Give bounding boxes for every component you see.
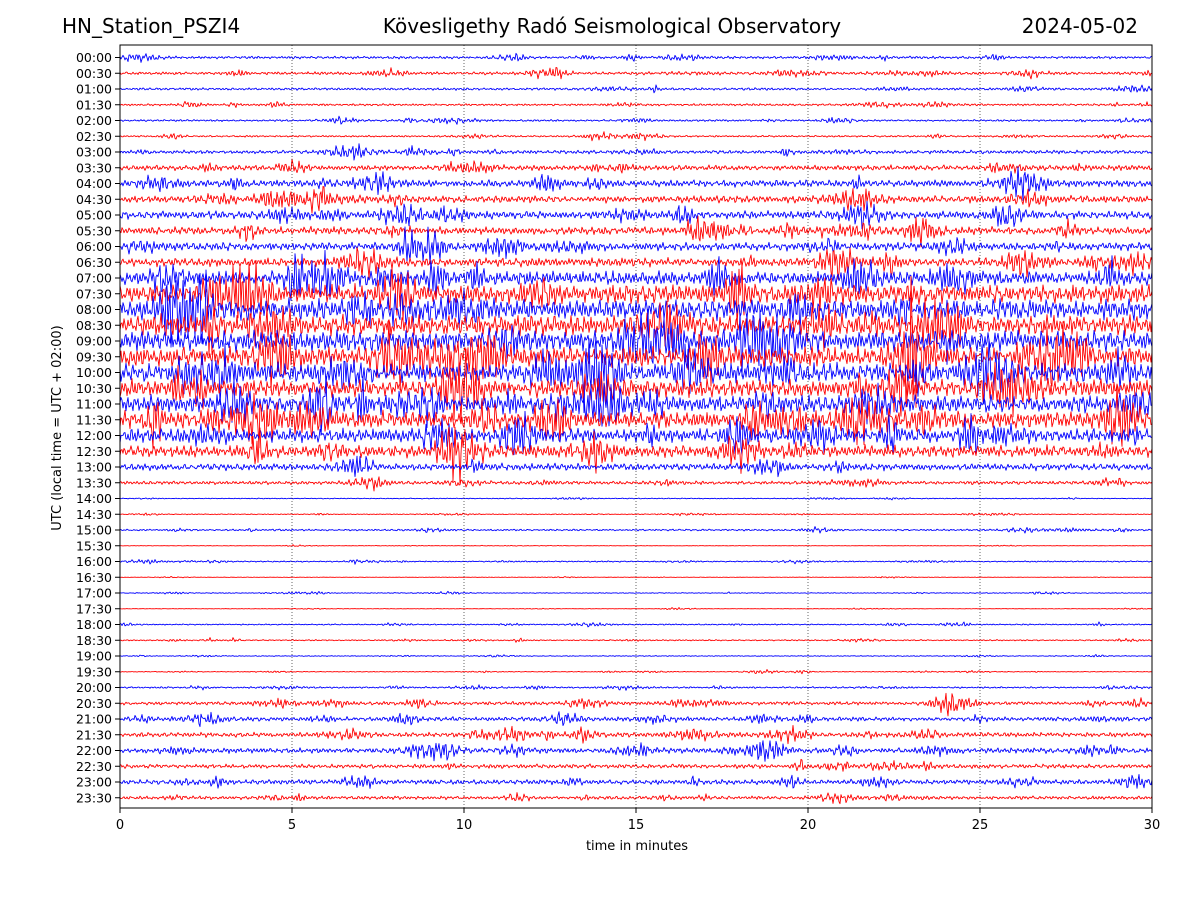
trace-line [120, 131, 1152, 142]
y-tick-label: 17:00 [76, 586, 112, 601]
y-tick-label: 04:00 [76, 176, 112, 191]
trace-line [120, 684, 1152, 691]
y-tick-label: 14:00 [76, 491, 112, 506]
y-tick-label: 12:30 [76, 444, 112, 459]
y-tick-label: 05:30 [76, 223, 112, 238]
x-tick-label: 20 [800, 818, 817, 833]
trace-line [120, 590, 1152, 595]
x-tick-label: 15 [628, 818, 645, 833]
y-tick-label: 06:30 [76, 255, 112, 270]
y-tick-label: 19:00 [76, 649, 112, 664]
y-tick-label: 09:00 [76, 334, 112, 349]
y-tick-label: 07:30 [76, 286, 112, 301]
y-tick-label: 17:30 [76, 601, 112, 616]
trace-line [120, 544, 1152, 547]
y-tick-label: 04:30 [76, 192, 112, 207]
y-tick-label: 20:00 [76, 680, 112, 695]
y-tick-label: 08:00 [76, 302, 112, 317]
x-tick-label: 5 [288, 818, 296, 833]
y-tick-label: 02:00 [76, 113, 112, 128]
trace-line [120, 526, 1152, 534]
y-tick-label: 12:00 [76, 428, 112, 443]
x-tick-label: 25 [972, 818, 989, 833]
y-tick-label: 01:30 [76, 97, 112, 112]
grid-lines [291, 45, 981, 808]
x-tick-label: 10 [456, 818, 473, 833]
y-tick-label: 10:00 [76, 365, 112, 380]
y-tick-label: 14:30 [76, 507, 112, 522]
trace-line [120, 607, 1152, 611]
y-tick-label: 00:00 [76, 50, 112, 65]
y-tick-label: 05:00 [76, 208, 112, 223]
y-tick-label: 21:00 [76, 712, 112, 727]
y-tick-label: 21:30 [76, 727, 112, 742]
trace-line [120, 576, 1152, 579]
y-tick-label: 10:30 [76, 381, 112, 396]
y-tick-label: 13:00 [76, 460, 112, 475]
y-axis-ticks: 00:0000:3001:0001:3002:0002:3003:0003:30… [76, 50, 120, 805]
station-name: HN_Station_PSZI4 [62, 14, 241, 38]
trace-line [120, 740, 1152, 762]
chart-title: Kövesligethy Radó Seismological Observat… [382, 14, 842, 38]
x-tick-label: 0 [116, 818, 124, 833]
y-tick-label: 19:30 [76, 664, 112, 679]
y-tick-label: 03:30 [76, 160, 112, 175]
y-tick-label: 22:30 [76, 759, 112, 774]
trace-line [120, 201, 1152, 230]
y-tick-label: 22:00 [76, 743, 112, 758]
trace-line [120, 669, 1152, 675]
y-tick-label: 09:30 [76, 349, 112, 364]
y-tick-label: 20:30 [76, 696, 112, 711]
x-tick-label: 30 [1144, 818, 1161, 833]
y-tick-label: 16:00 [76, 554, 112, 569]
y-tick-label: 02:30 [76, 129, 112, 144]
trace-line [120, 724, 1152, 745]
y-tick-label: 23:30 [76, 790, 112, 805]
y-tick-label: 11:30 [76, 412, 112, 427]
trace-line [120, 455, 1152, 478]
trace-line [120, 410, 1152, 456]
trace-line [120, 512, 1152, 517]
y-tick-label: 16:30 [76, 570, 112, 585]
y-tick-label: 01:00 [76, 82, 112, 97]
y-tick-label: 11:00 [76, 397, 112, 412]
y-tick-label: 18:00 [76, 617, 112, 632]
x-axis-label: time in minutes [586, 839, 688, 854]
y-tick-label: 23:00 [76, 775, 112, 790]
trace-line [120, 84, 1152, 94]
trace-line [120, 143, 1152, 161]
y-tick-label: 15:30 [76, 538, 112, 553]
y-tick-label: 08:30 [76, 318, 112, 333]
trace-line [120, 226, 1152, 265]
trace-line [120, 711, 1152, 728]
y-tick-label: 03:00 [76, 145, 112, 160]
y-tick-label: 07:00 [76, 271, 112, 286]
y-tick-label: 18:30 [76, 633, 112, 648]
trace-line [120, 654, 1152, 658]
y-tick-label: 15:00 [76, 523, 112, 538]
chart-date: 2024-05-02 [1021, 14, 1138, 38]
trace-line [120, 249, 1152, 302]
y-axis-label: UTC (local time = UTC + 02:00) [50, 325, 65, 530]
trace-line [120, 259, 1152, 325]
y-tick-label: 00:30 [76, 66, 112, 81]
y-tick-label: 13:30 [76, 475, 112, 490]
trace-line [120, 774, 1152, 789]
trace-line [120, 792, 1152, 805]
x-axis-ticks: 0 5 10 15 20 25 30 [116, 808, 1160, 833]
y-tick-label: 06:00 [76, 239, 112, 254]
trace-line [120, 185, 1152, 214]
